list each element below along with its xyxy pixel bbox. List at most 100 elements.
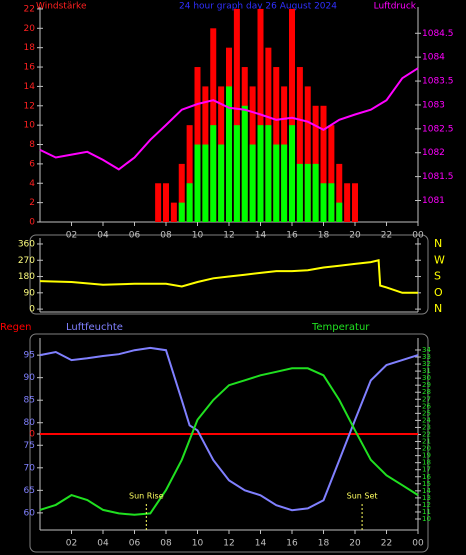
- series-line: [39, 367, 419, 516]
- x-tick-label: 12: [223, 231, 234, 241]
- y2-tick-label: 13: [422, 494, 431, 502]
- y2-tick-label: 10: [422, 515, 431, 523]
- y-tick-label: 270: [18, 256, 35, 266]
- wind-bar: [328, 183, 335, 222]
- y2-tick-label: 29: [422, 381, 431, 389]
- wind-bar: [257, 125, 264, 222]
- y-tick-label: 180: [18, 272, 35, 282]
- annotation: Sun Set: [347, 492, 378, 501]
- series-line: [39, 67, 419, 171]
- y2-tick-label: 27: [422, 395, 431, 403]
- y-tick-label: 0: [29, 218, 35, 228]
- y-tick-label: 0: [29, 305, 35, 315]
- wind-bar: [296, 67, 303, 222]
- chart-title: 24 hour graph day 26 August 2024: [179, 2, 337, 12]
- x-tick-label: 20: [349, 539, 361, 549]
- series-label: Luftfeuchte: [66, 322, 123, 333]
- y2-tick-label: 15: [422, 480, 431, 488]
- y2-tick-label: 30: [422, 374, 431, 382]
- x-tick-label: 22: [381, 231, 392, 241]
- wind-bar: [186, 183, 193, 222]
- x-tick-label: 10: [192, 231, 204, 241]
- x-tick-label: 02: [66, 231, 77, 241]
- y2-tick-label: 1084.5: [422, 29, 454, 39]
- series-label: Temperatur: [311, 322, 370, 333]
- y2-tick-label: 21: [422, 438, 431, 446]
- y2-tick-label: 34: [422, 346, 431, 354]
- x-tick-label: 16: [286, 539, 298, 549]
- x-tick-label: 16: [286, 231, 298, 241]
- y-tick-label: 65: [24, 486, 35, 496]
- wind-bar: [233, 125, 240, 222]
- x-tick-label: 02: [66, 539, 77, 549]
- y2-tick-label: 12: [422, 501, 431, 509]
- y2-tick-label: W: [434, 253, 445, 266]
- wind-bar: [218, 144, 225, 222]
- y2-tick-label: 18: [422, 459, 431, 467]
- x-tick-label: 08: [160, 539, 172, 549]
- y2-tick-label: 1083: [422, 100, 445, 110]
- wind-bar: [320, 105, 327, 222]
- y2-tick-label: O: [434, 286, 443, 299]
- wind-bar: [328, 125, 335, 222]
- y2-tick-label: 1081.5: [422, 172, 454, 182]
- wind-bar: [226, 86, 232, 222]
- wind-bar: [210, 125, 217, 222]
- y2-tick-label: 25: [422, 409, 431, 417]
- y2-axis-label: Luftdruck: [374, 2, 417, 12]
- y-tick-label: 16: [24, 63, 36, 73]
- wind-bar: [155, 183, 162, 222]
- panel-frame: [29, 234, 429, 315]
- y-tick-label: 2: [29, 198, 35, 208]
- wind-bar: [202, 144, 209, 222]
- y-tick-label: 60: [24, 508, 36, 518]
- wind-bar: [336, 163, 343, 222]
- wind-bar: [281, 144, 288, 222]
- y-tick-label: 22: [24, 4, 35, 14]
- y2-tick-label: 1083.5: [422, 77, 454, 87]
- y3-tick-label: 0: [29, 430, 35, 440]
- y-tick-label: 8: [29, 140, 35, 150]
- wind-bar: [304, 163, 311, 222]
- y-tick-label: 85: [24, 396, 35, 406]
- x-tick-label: 06: [129, 539, 141, 549]
- x-tick-label: 10: [192, 539, 204, 549]
- x-tick-label: 08: [160, 231, 172, 241]
- y2-tick-label: 28: [422, 388, 431, 396]
- y-tick-label: 90: [24, 373, 36, 383]
- wind-bar: [170, 202, 177, 222]
- y-tick-label: 14: [24, 82, 36, 92]
- panel-frame: [29, 333, 429, 553]
- y-tick-label: 360: [18, 239, 35, 249]
- x-tick-label: 06: [129, 231, 141, 241]
- y-tick-label: 12: [24, 101, 35, 111]
- y2-tick-label: 14: [422, 487, 431, 495]
- y2-tick-label: N: [434, 237, 442, 250]
- x-tick-label: 22: [381, 539, 392, 549]
- wind-bar: [336, 202, 343, 222]
- wind-bar: [273, 144, 280, 222]
- wind-bar: [249, 144, 256, 222]
- wind-bar: [178, 202, 185, 222]
- y2-tick-label: 20: [422, 445, 431, 453]
- y2-tick-label: 19: [422, 452, 431, 460]
- x-tick-label: 20: [349, 231, 361, 241]
- y2-tick-label: 24: [422, 416, 431, 424]
- y-tick-label: 95: [24, 351, 35, 361]
- y-tick-label: 18: [24, 43, 36, 53]
- y-tick-label: 75: [24, 441, 35, 451]
- x-tick-label: 00: [412, 231, 424, 241]
- x-tick-label: 00: [412, 539, 424, 549]
- y-tick-label: 90: [24, 288, 36, 298]
- y2-tick-label: 33: [422, 353, 431, 361]
- wind-bar: [163, 183, 169, 222]
- y2-tick-label: 26: [422, 402, 431, 410]
- wind-bar: [194, 144, 201, 222]
- wind-bar: [178, 163, 185, 222]
- y2-tick-label: 1082.5: [422, 124, 454, 134]
- wind-bar: [296, 163, 303, 222]
- wind-bar: [344, 183, 351, 222]
